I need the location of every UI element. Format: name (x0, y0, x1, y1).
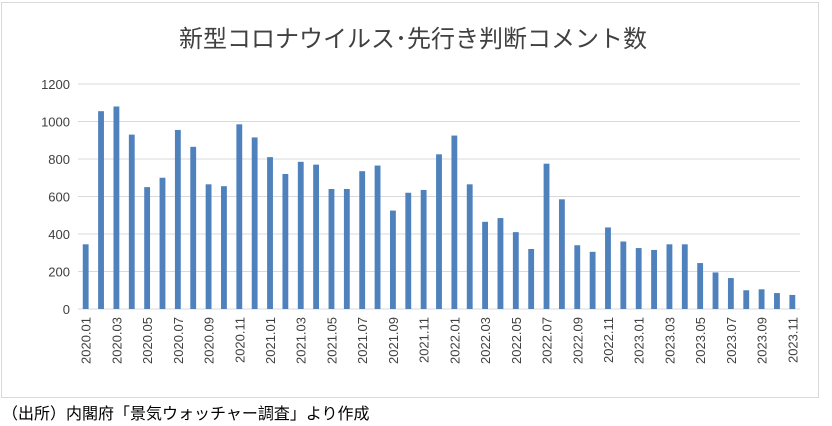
bar-2021.04 (313, 164, 320, 310)
bar-2022.01 (451, 135, 458, 309)
bar-2020.07 (174, 129, 181, 309)
bar-2020.02 (98, 111, 104, 309)
x-tick-label: 2020.07 (171, 317, 186, 364)
bar-2020.11 (236, 124, 243, 309)
bar-2022.10 (589, 251, 596, 309)
bars (82, 106, 796, 310)
bar-2021.12 (436, 154, 442, 309)
bar-2021.05 (328, 189, 335, 309)
bar-2022.04 (497, 218, 504, 309)
y-tick-label: 200 (48, 265, 70, 280)
x-tick-label: 2022.09 (570, 317, 585, 364)
bar-2022.06 (528, 249, 535, 309)
x-tick-label: 2020.03 (109, 317, 124, 364)
bar-2021.11 (420, 189, 427, 309)
bar-2021.09 (390, 210, 396, 309)
x-tick-label: 2021.09 (386, 317, 401, 364)
bar-2022.02 (466, 184, 473, 309)
bar-2020.04 (128, 134, 135, 310)
bar-2020.09 (205, 184, 212, 309)
x-tick-label: 2021.03 (294, 317, 309, 364)
bar-2023.10 (774, 293, 780, 309)
bar-2022.12 (620, 241, 627, 309)
bar-2021.01 (267, 157, 273, 310)
bar-2023.02 (651, 249, 657, 309)
bar-2022.11 (605, 227, 611, 309)
bar-2020.03 (113, 106, 120, 309)
source-note: （出所）内閣府「景気ウォッチャー調査」より作成 (2, 404, 370, 423)
x-tick-label: 2021.05 (325, 317, 340, 364)
bar-2023.05 (697, 263, 704, 309)
bar-2023.03 (666, 244, 673, 309)
bar-2021.08 (374, 165, 381, 309)
bar-2023.01 (635, 248, 642, 309)
x-tick-label: 2023.09 (755, 317, 770, 364)
bar-2020.05 (144, 187, 151, 310)
bar-2020.06 (159, 177, 166, 309)
x-tick-label: 2021.07 (355, 317, 370, 364)
y-tick-label: 400 (48, 227, 70, 242)
x-tick-label: 2022.11 (601, 317, 616, 363)
bar-2023.09 (758, 289, 765, 309)
bar-2023.04 (681, 244, 688, 309)
y-tick-label: 600 (48, 190, 70, 205)
x-tick-label: 2021.11 (417, 317, 432, 363)
y-tick-label: 1000 (41, 115, 70, 130)
bar-2020.01 (82, 244, 89, 309)
x-tick-label: 2020.09 (202, 317, 217, 364)
bar-2021.07 (359, 171, 366, 309)
x-tick-label: 2023.01 (632, 317, 647, 364)
x-tick-label: 2023.05 (693, 317, 708, 364)
chart-title: 新型コロナウイルス･先行き判断コメント数 (179, 25, 647, 53)
x-tick-label: 2020.05 (140, 317, 155, 364)
bar-2023.06 (712, 272, 719, 309)
bar-2023.07 (727, 278, 734, 309)
x-tick-label: 2022.03 (478, 317, 493, 364)
bar-2023.11 (789, 294, 796, 309)
bar-2022.03 (482, 221, 489, 309)
bar-2021.06 (343, 189, 350, 309)
bar-2020.10 (221, 186, 227, 309)
bar-2022.09 (574, 245, 581, 309)
bar-2023.08 (743, 290, 750, 309)
y-tick-label: 800 (48, 152, 70, 167)
bar-2022.05 (512, 232, 519, 310)
bar-2022.07 (543, 163, 550, 309)
bar-2021.03 (297, 161, 304, 309)
y-tick-label: 1200 (41, 77, 70, 92)
bar-2022.08 (558, 199, 565, 309)
x-axis-ticks: 2020.01 2020.03 2020.05 2020.07 2020.09 2020.… (79, 317, 801, 364)
x-tick-label: 2022.07 (540, 317, 555, 364)
x-tick-label: 2020.11 (232, 317, 247, 363)
x-tick-label: 2020.01 (79, 317, 94, 364)
x-tick-label: 2023.11 (785, 317, 800, 363)
x-tick-label: 2021.01 (263, 317, 278, 364)
y-tick-label: 0 (63, 302, 70, 317)
x-tick-label: 2022.01 (447, 317, 462, 364)
x-tick-label: 2022.05 (509, 317, 524, 364)
bar-2021.10 (405, 192, 412, 309)
bar-2021.02 (282, 174, 289, 309)
y-axis-ticks: 0 200 400 600 800 1000 1200 (41, 77, 70, 317)
bar-2020.08 (190, 146, 197, 309)
x-tick-label: 2023.03 (662, 317, 677, 364)
bar-chart: 新型コロナウイルス･先行き判断コメント数 0 200 400 600 800 1000 12… (41, 25, 801, 364)
bar-2020.12 (251, 137, 258, 309)
x-tick-label: 2023.07 (724, 317, 739, 364)
